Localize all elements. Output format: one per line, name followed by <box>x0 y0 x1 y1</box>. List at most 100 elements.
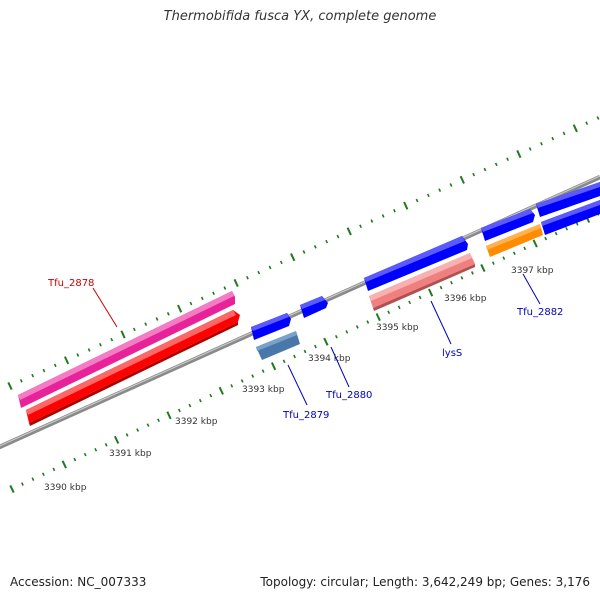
gene-blue-3396[interactable] <box>481 209 535 241</box>
gene-tfu-2879[interactable] <box>256 331 300 360</box>
tick-mark <box>325 239 329 244</box>
tick-mark <box>31 477 35 481</box>
tick-mark <box>355 325 359 329</box>
tick-mark <box>345 330 349 334</box>
tick-mark <box>110 337 114 342</box>
kbp-label-3394: 3394 kbp <box>308 354 351 364</box>
tick-mark <box>313 245 317 249</box>
tick-mark <box>279 260 283 265</box>
tick-mark <box>585 121 589 125</box>
tick-mark <box>53 363 57 368</box>
tick-mark <box>359 224 362 229</box>
tick-mark <box>512 251 516 256</box>
map-title: Thermobifida fusca YX, complete genome <box>163 9 437 24</box>
tick-mark <box>459 175 465 184</box>
gene-label-lyss: lysS <box>442 348 462 359</box>
tick-mark <box>596 116 600 120</box>
tick-mark <box>166 411 172 420</box>
tick-mark <box>528 147 532 151</box>
gene-label-tfu-2880: Tfu_2880 <box>325 390 372 401</box>
tick-mark <box>270 362 277 371</box>
gene-tfu-2880[interactable] <box>300 296 328 318</box>
gene-blue-3395[interactable] <box>364 236 468 291</box>
tick-mark <box>393 208 396 213</box>
tick-mark <box>303 349 307 354</box>
kbp-label-3395: 3395 kbp <box>376 323 419 333</box>
gene-red-forward[interactable] <box>26 310 240 426</box>
tick-mark <box>113 435 120 444</box>
kbp-label-3392: 3392 kbp <box>175 417 218 427</box>
kbp-label-3390: 3390 kbp <box>44 483 87 493</box>
tick-mark <box>336 234 340 239</box>
tick-mark <box>63 356 70 365</box>
kbp-label-3391: 3391 kbp <box>109 449 152 459</box>
gene-label-tfu-2882: Tfu_2882 <box>516 307 563 318</box>
tick-mark <box>61 460 67 469</box>
tick-mark <box>31 373 35 378</box>
tick-mark <box>387 310 391 315</box>
tick-mark <box>218 386 224 395</box>
tick-mark <box>125 433 129 437</box>
tick-mark <box>177 304 183 313</box>
tick-mark <box>381 214 385 218</box>
tick-mark <box>144 322 148 326</box>
tick-mark <box>439 285 443 290</box>
tick-mark <box>426 193 430 198</box>
tick-mark <box>302 250 306 254</box>
tick-mark <box>483 167 487 172</box>
tick-mark <box>155 317 159 321</box>
tick-mark <box>572 124 578 133</box>
tick-mark <box>282 359 286 364</box>
tick-mark <box>9 484 15 494</box>
gene-blue-reverse-3397[interactable] <box>541 200 600 235</box>
tick-mark <box>415 198 419 203</box>
tick-mark <box>480 263 486 273</box>
tick-mark <box>449 183 453 187</box>
tick-mark <box>166 312 170 316</box>
tick-mark <box>209 393 213 398</box>
inner-tick-ring <box>9 212 600 494</box>
tick-mark <box>397 305 401 310</box>
tick-mark <box>403 201 409 210</box>
tick-mark <box>554 231 558 236</box>
tick-mark <box>146 423 150 427</box>
gene-blue-3397[interactable] <box>536 182 600 217</box>
leader-tfu-2879 <box>287 364 308 406</box>
tick-mark <box>506 157 509 162</box>
tick-mark <box>120 330 126 339</box>
gene-lyss[interactable] <box>369 253 475 311</box>
tick-mark <box>370 219 374 223</box>
kbp-label-3393: 3393 kbp <box>242 385 285 395</box>
gene-blue-3393[interactable] <box>251 313 291 340</box>
tick-mark <box>540 141 543 146</box>
tick-mark <box>502 256 506 260</box>
tick-mark <box>290 253 296 262</box>
tick-mark <box>83 452 87 457</box>
tick-mark <box>261 369 265 373</box>
leader-tfu-2878 <box>92 287 118 328</box>
tick-mark <box>177 408 181 413</box>
tick-mark <box>99 342 102 347</box>
gene-tfu-2882[interactable] <box>486 224 543 257</box>
tick-mark <box>200 296 204 301</box>
gene-tfu-2878[interactable] <box>18 291 235 408</box>
kbp-label-3396: 3396 kbp <box>444 294 487 304</box>
accession-text: Accession: NC_007333 <box>10 575 147 589</box>
tick-mark <box>470 271 474 275</box>
tick-mark <box>94 447 98 452</box>
tick-mark <box>212 291 215 296</box>
tick-mark <box>532 239 538 248</box>
tick-mark <box>157 418 160 423</box>
tick-mark <box>544 236 548 241</box>
tick-mark <box>19 379 23 383</box>
tick-mark <box>334 334 338 339</box>
outer-tick-ring <box>7 116 600 391</box>
leader-tfu-2880 <box>330 346 350 388</box>
tick-mark <box>565 226 569 231</box>
tick-mark <box>223 286 227 290</box>
kbp-label-3397: 3397 kbp <box>511 266 554 276</box>
tick-mark <box>460 276 464 280</box>
tick-mark <box>494 162 498 167</box>
tick-mark <box>240 379 244 383</box>
